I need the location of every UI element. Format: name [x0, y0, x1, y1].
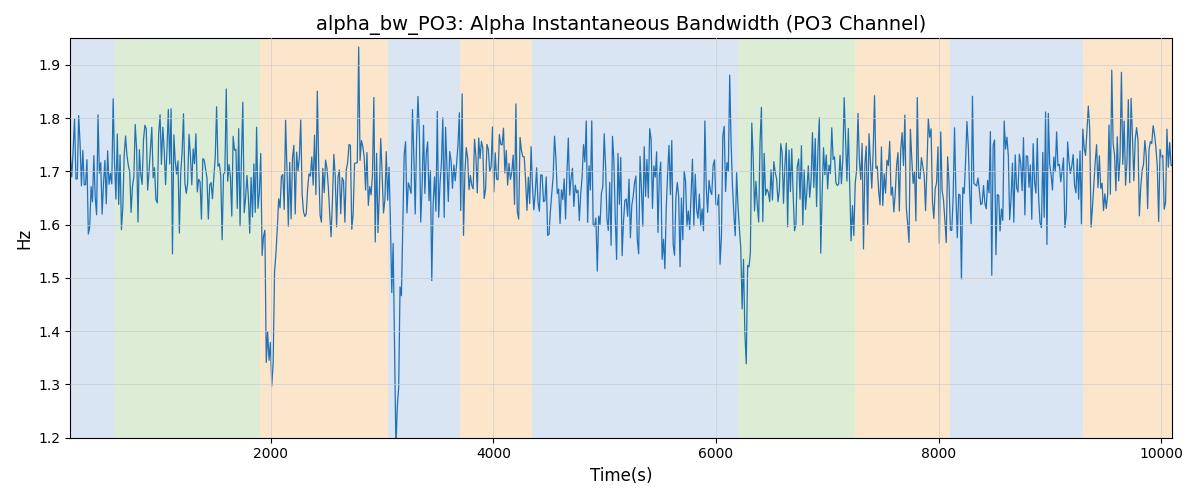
Title: alpha_bw_PO3: Alpha Instantaneous Bandwidth (PO3 Channel): alpha_bw_PO3: Alpha Instantaneous Bandwi… [317, 15, 926, 35]
Bar [683, 38, 738, 438]
Bar [533, 38, 683, 438]
Bar [259, 38, 388, 438]
Bar [738, 38, 856, 438]
Bar [115, 38, 259, 438]
Bar [1084, 38, 1172, 438]
Bar [71, 38, 115, 438]
X-axis label: Time(s): Time(s) [590, 467, 653, 485]
Bar [950, 38, 1084, 438]
Bar [460, 38, 533, 438]
Y-axis label: Hz: Hz [14, 228, 32, 248]
Bar [388, 38, 460, 438]
Bar [856, 38, 950, 438]
